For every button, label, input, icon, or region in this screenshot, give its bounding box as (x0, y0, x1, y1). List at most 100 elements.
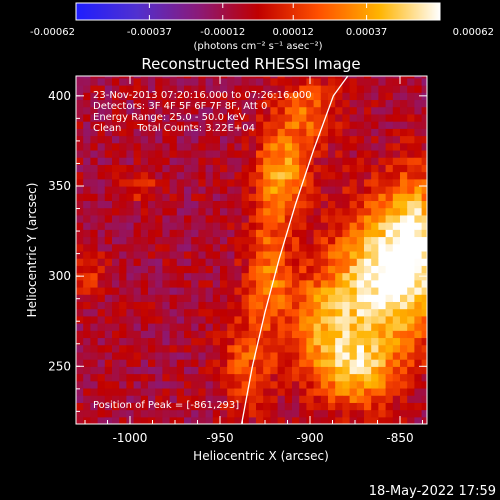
heatmap-cell (356, 121, 365, 129)
heatmap-cell (284, 214, 293, 223)
heatmap-cell (299, 121, 307, 129)
heatmap-cell (155, 344, 163, 353)
heatmap-cell (162, 193, 171, 202)
heatmap-cell (90, 330, 99, 339)
heatmap-cell (407, 315, 415, 324)
heatmap-cell (155, 135, 163, 144)
heatmap-cell (104, 265, 113, 274)
heatmap-cell (234, 128, 243, 137)
heatmap-cell (212, 106, 221, 115)
heatmap-cell (83, 402, 91, 411)
heatmap-cell (227, 85, 235, 93)
heatmap-cell (191, 222, 199, 230)
heatmap-cell (328, 294, 336, 302)
heatmap-cell (198, 85, 207, 93)
heatmap-cell (140, 359, 149, 367)
heatmap-cell (342, 77, 351, 86)
heatmap-cell (76, 409, 84, 418)
heatmap-cell (407, 85, 415, 93)
heatmap-cell (313, 77, 322, 86)
heatmap-cell (148, 121, 156, 129)
heatmap-cell (184, 106, 192, 115)
heatmap-cell (184, 243, 192, 252)
heatmap-cell (97, 164, 106, 173)
heatmap-cell (385, 250, 394, 259)
heatmap-cell (148, 330, 156, 339)
heatmap-cell (212, 308, 221, 317)
heatmap-cell (421, 178, 427, 187)
heatmap-cell (263, 344, 271, 353)
heatmap-cell (263, 77, 271, 86)
heatmap-cell (220, 214, 228, 223)
heatmap-cell (83, 113, 91, 122)
heatmap-cell (299, 416, 307, 424)
heatmap-cell (241, 77, 250, 86)
heatmap-cell (313, 258, 322, 266)
heatmap-cell (392, 409, 401, 418)
heatmap-cell (270, 92, 279, 101)
heatmap-cell (205, 149, 214, 158)
heatmap-cell (392, 236, 401, 245)
heatmap-cell (313, 113, 322, 122)
heatmap-cell (256, 157, 264, 165)
heatmap-cell (328, 250, 336, 259)
heatmap-cell (407, 113, 415, 122)
heatmap-cell (227, 366, 235, 375)
heatmap-cell (364, 265, 372, 274)
heatmap-cell (198, 323, 207, 331)
heatmap-cell (299, 351, 307, 360)
heatmap-cell (234, 171, 243, 180)
heatmap-cell (90, 178, 99, 187)
heatmap-cell (335, 207, 343, 216)
heatmap-cell (263, 366, 271, 375)
heatmap-cell (328, 92, 336, 101)
heatmap-cell (277, 76, 286, 79)
heatmap-cell (256, 178, 264, 187)
heatmap-cell (256, 164, 264, 173)
heatmap-cell (220, 92, 228, 101)
heatmap-cell (306, 308, 315, 317)
heatmap-cell (248, 373, 257, 382)
heatmap-cell (378, 92, 387, 101)
heatmap-cell (191, 359, 199, 367)
heatmap-cell (335, 380, 343, 389)
heatmap-cell (220, 106, 228, 115)
heatmap-cell (320, 207, 329, 216)
heatmap-cell (256, 236, 264, 245)
heatmap-cell (385, 207, 394, 216)
heatmap-cell (299, 301, 307, 310)
heatmap-cell (421, 222, 427, 230)
heatmap-cell (119, 171, 127, 180)
heatmap-cell (83, 99, 91, 108)
heatmap-cell (234, 77, 243, 86)
heatmap-cell (169, 366, 178, 375)
heatmap-cell (90, 359, 99, 367)
heatmap-cell (299, 164, 307, 173)
heatmap-cell (227, 286, 235, 295)
heatmap-cell (198, 222, 207, 230)
heatmap-cell (248, 92, 257, 101)
heatmap-cell (198, 76, 207, 79)
heatmap-cell (299, 337, 307, 346)
heatmap-cell (155, 308, 163, 317)
heatmap-cell (119, 351, 127, 360)
heatmap-cell (313, 128, 322, 137)
heatmap-cell (371, 128, 379, 137)
heatmap-cell (400, 99, 408, 108)
heatmap-cell (371, 279, 379, 288)
heatmap-cell (277, 344, 286, 353)
heatmap-cell (407, 185, 415, 194)
heatmap-cell (328, 416, 336, 424)
heatmap-cell (191, 171, 199, 180)
heatmap-cell (241, 323, 250, 331)
heatmap-cell (356, 416, 365, 424)
heatmap-cell (421, 214, 427, 223)
heatmap-cell (140, 171, 149, 180)
heatmap-cell (385, 157, 394, 165)
heatmap-cell (306, 258, 315, 266)
heatmap-cell (104, 171, 113, 180)
heatmap-cell (328, 409, 336, 418)
heatmap-cell (284, 106, 293, 115)
heatmap-cell (400, 229, 408, 238)
heatmap-cell (256, 99, 264, 108)
